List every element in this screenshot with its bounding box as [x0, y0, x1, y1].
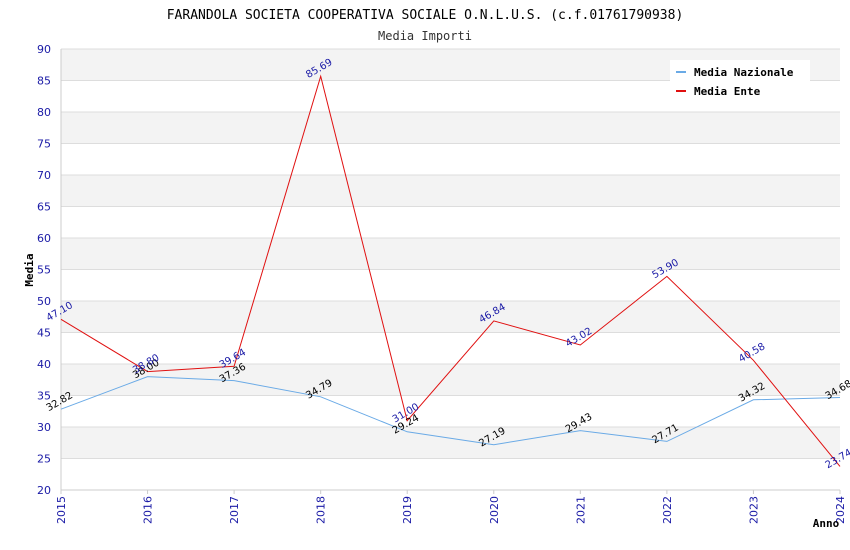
x-tick-label: 2015 — [55, 496, 68, 524]
y-tick-label: 65 — [37, 201, 51, 214]
grid-band — [61, 238, 840, 270]
y-tick-label: 30 — [37, 421, 51, 434]
grid-lines — [61, 48, 840, 491]
x-tick-label: 2022 — [661, 496, 674, 524]
grid-band — [61, 364, 840, 396]
x-tick-label: 2023 — [747, 496, 760, 524]
x-axis-ticks: 2015 2016 2017 2018 2019 2020 2021 2022 2023 2024 — [55, 490, 847, 524]
x-tick-label: 2019 — [401, 496, 414, 524]
y-tick-label: 35 — [37, 390, 51, 403]
y-tick-label: 50 — [37, 295, 51, 308]
y-axis-label: Media — [23, 253, 36, 286]
y-tick-label: 20 — [37, 484, 51, 497]
y-tick-label: 70 — [37, 169, 51, 182]
y-tick-label: 45 — [37, 327, 51, 340]
series-line-media-ente — [60, 74, 841, 467]
series-line-media-nazionale — [60, 376, 841, 446]
x-tick-label: 2018 — [315, 496, 328, 524]
x-tick-label: 2024 — [834, 496, 847, 524]
grid-band — [61, 301, 840, 333]
y-tick-label: 90 — [37, 43, 51, 56]
y-tick-label: 55 — [37, 264, 51, 277]
chart-title: FARANDOLA SOCIETA COOPERATIVA SOCIALE O.… — [167, 8, 684, 23]
x-axis-label: Anno — [813, 517, 840, 530]
legend-label: Media Ente — [694, 85, 761, 98]
y-tick-label: 80 — [37, 106, 51, 119]
x-tick-label: 2017 — [228, 496, 241, 524]
grid-band — [61, 427, 840, 459]
x-tick-label: 2016 — [142, 496, 155, 524]
grid-band — [61, 175, 840, 207]
y-tick-label: 85 — [37, 75, 51, 88]
legend-label: Media Nazionale — [694, 66, 794, 79]
y-tick-label: 25 — [37, 453, 51, 466]
y-tick-label: 40 — [37, 358, 51, 371]
x-tick-label: 2021 — [574, 496, 587, 524]
series-layer — [60, 74, 841, 467]
y-axis-ticks: 20 25 30 35 40 45 50 55 60 65 70 75 80 85 90 — [37, 43, 51, 497]
grid-band — [61, 112, 840, 144]
axes — [60, 49, 840, 491]
y-tick-label: 60 — [37, 232, 51, 245]
x-tick-label: 2020 — [488, 496, 501, 524]
chart-subtitle: Media Importi — [378, 29, 472, 43]
data-label: 40.58 — [737, 341, 767, 365]
y-tick-label: 75 — [37, 138, 51, 151]
legend: Media Nazionale Media Ente — [670, 60, 810, 102]
grid-bands — [61, 49, 840, 459]
legend-box — [670, 60, 810, 102]
